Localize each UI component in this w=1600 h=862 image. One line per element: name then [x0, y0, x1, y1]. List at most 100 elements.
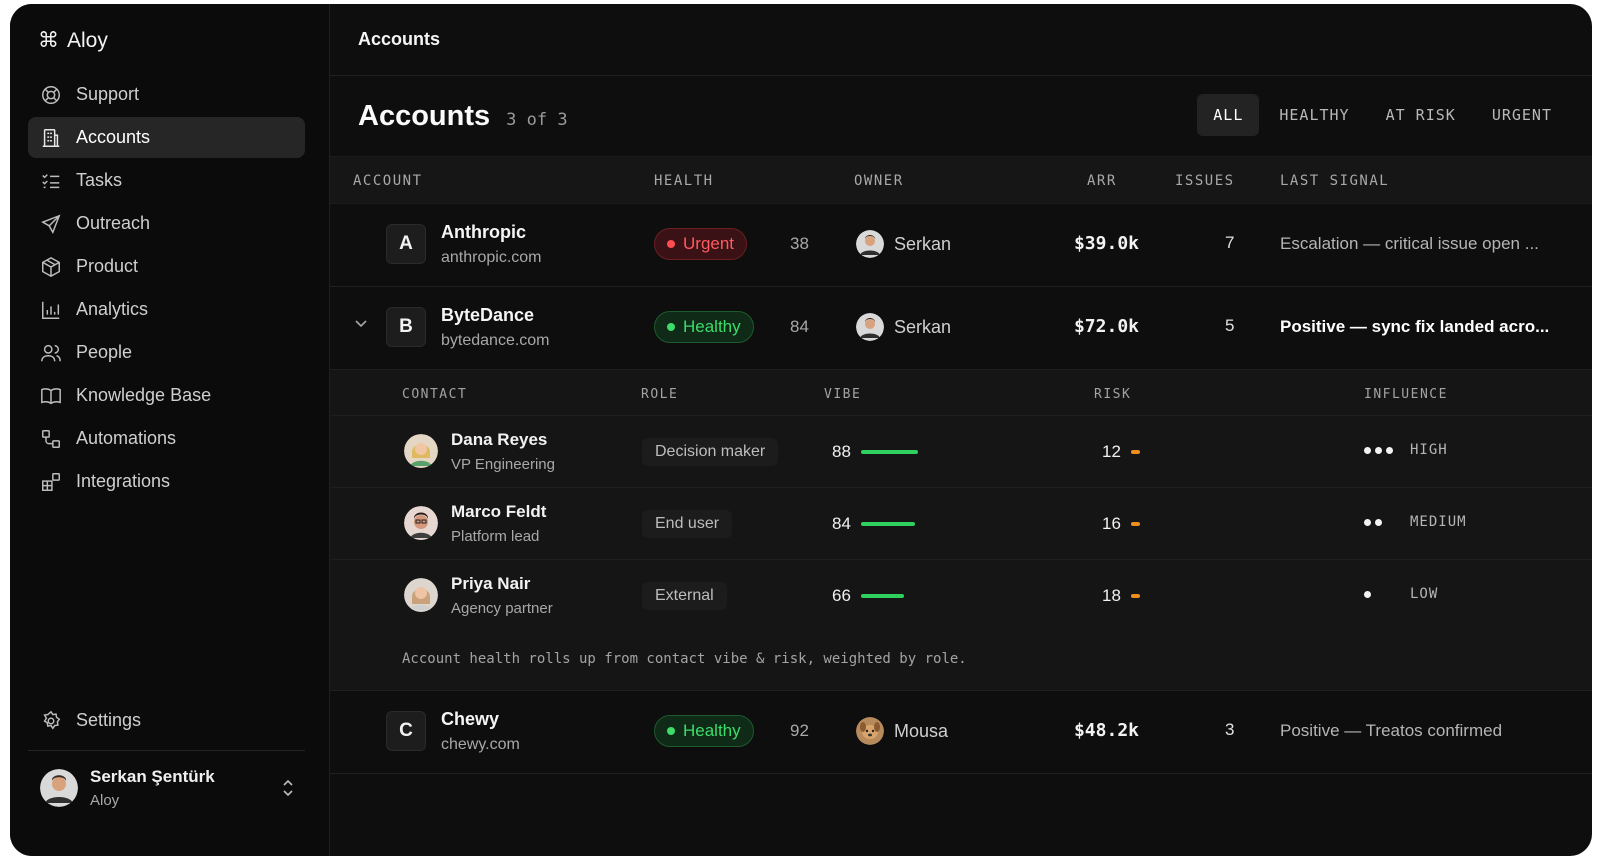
vibe-value: 88: [832, 442, 851, 461]
filter-at-risk[interactable]: AT RISK: [1385, 106, 1456, 124]
account-name: Anthropic: [441, 222, 526, 242]
app-window: ⌘ Aloy Support Accounts Tasks Outreach: [10, 4, 1592, 856]
sidebar-item-tasks[interactable]: Tasks: [28, 160, 305, 201]
lifebuoy-icon: [42, 85, 60, 104]
gear-icon: [43, 710, 61, 730]
health-label: Urgent: [683, 234, 735, 253]
last-signal: Escalation — critical issue open ...: [1280, 234, 1539, 253]
last-signal: Positive — Treatos confirmed: [1280, 721, 1503, 740]
filter-urgent[interactable]: URGENT: [1491, 106, 1552, 124]
vibe-bar: [860, 594, 904, 598]
sidebar-item-label: Accounts: [76, 127, 151, 147]
contact-title: VP Engineering: [451, 456, 555, 473]
building-icon: [42, 128, 60, 147]
vibe-bar: [860, 450, 918, 454]
contact-row[interactable]: Priya Nair Agency partner External 66 18…: [330, 560, 1592, 632]
account-initial: B: [386, 307, 426, 347]
role-tag: Decision maker: [642, 438, 779, 466]
sidebar-item-analytics[interactable]: Analytics: [28, 289, 305, 330]
role-tag: End user: [642, 510, 733, 538]
book-icon: [41, 387, 61, 404]
column-header-risk: RISK: [1094, 387, 1132, 402]
role-tag: External: [642, 582, 727, 610]
vibe-bar: [860, 522, 915, 526]
cube-icon: [42, 256, 60, 277]
avatar: [404, 434, 438, 468]
column-header-account[interactable]: ACCOUNT: [353, 173, 423, 189]
contact-name: Marco Feldt: [451, 502, 547, 521]
owner: Serkan: [856, 230, 951, 258]
sidebar-item-knowledge-base[interactable]: Knowledge Base: [28, 375, 305, 416]
sidebar: ⌘ Aloy Support Accounts Tasks Outreach: [10, 4, 330, 856]
arr-value: $48.2k: [1073, 720, 1139, 741]
sidebar-item-support[interactable]: Support: [28, 74, 305, 115]
column-header-issues[interactable]: ISSUES: [1175, 173, 1235, 189]
owner: Serkan: [856, 313, 951, 341]
table-row[interactable]: A Anthropic anthropic.com Urgent 38 Serk…: [330, 204, 1592, 287]
sidebar-item-label: Knowledge Base: [76, 385, 212, 405]
influence: HIGH: [1364, 442, 1448, 458]
column-header-owner[interactable]: OWNER: [854, 173, 904, 189]
account-name: ByteDance: [441, 305, 535, 325]
sidebar-item-label: Integrations: [76, 471, 171, 491]
vibe-value: 66: [832, 586, 851, 605]
sidebar-item-label: Settings: [76, 710, 142, 730]
filter-healthy[interactable]: HEALTHY: [1279, 106, 1350, 124]
table-row[interactable]: C Chewy chewy.com Healthy 92 Mousa $48.2…: [330, 691, 1592, 774]
influence-label: LOW: [1410, 586, 1439, 602]
account-initial: A: [386, 224, 426, 264]
table-header: ACCOUNT HEALTH OWNER ARR ISSUES LAST SIG…: [330, 156, 1592, 204]
risk-value: 16: [1102, 514, 1121, 533]
risk-bar: [1130, 594, 1140, 598]
chevrons-up-down-icon[interactable]: [281, 779, 295, 797]
brand[interactable]: ⌘ Aloy: [38, 28, 108, 53]
user-name: Serkan Şentürk: [90, 767, 215, 786]
column-header-health[interactable]: HEALTH: [654, 173, 714, 189]
risk-score: 16: [1102, 514, 1140, 534]
health-label: Healthy: [683, 721, 741, 740]
influence: MEDIUM: [1364, 514, 1467, 530]
filter-all[interactable]: ALL: [1197, 94, 1260, 136]
arr-value: $72.0k: [1073, 316, 1139, 337]
vibe-score: 84: [832, 514, 915, 534]
chevron-down-icon[interactable]: [354, 319, 368, 329]
contact-row[interactable]: Dana Reyes VP Engineering Decision maker…: [330, 416, 1592, 488]
vibe-score: 88: [832, 442, 918, 462]
contact-name: Dana Reyes: [451, 430, 548, 449]
contact-row[interactable]: Marco Feldt Platform lead End user 84 16…: [330, 488, 1592, 560]
filter-tabs: ALL HEALTHY AT RISK URGENT: [1197, 94, 1568, 136]
sidebar-item-automations[interactable]: Automations: [28, 418, 305, 459]
page-header: Accounts 3 of 3 ALL HEALTHY AT RISK URGE…: [330, 76, 1592, 156]
influence-dots-icon: [1364, 446, 1398, 454]
sidebar-item-people[interactable]: People: [28, 332, 305, 373]
contact-name: Priya Nair: [451, 574, 531, 593]
column-header-vibe: VIBE: [824, 387, 862, 402]
table-row[interactable]: B ByteDance bytedance.com Healthy 84 Ser…: [330, 287, 1592, 370]
avatar: [856, 313, 884, 341]
column-header-last-signal[interactable]: LAST SIGNAL: [1280, 173, 1390, 189]
influence-dots-icon: [1364, 590, 1398, 598]
influence-label: MEDIUM: [1410, 514, 1467, 530]
sidebar-item-label: Tasks: [76, 170, 123, 190]
sidebar-item-integrations[interactable]: Integrations: [28, 461, 305, 502]
last-signal: Positive — sync fix landed acro...: [1280, 317, 1550, 336]
app-name: Aloy: [67, 28, 108, 52]
risk-bar: [1130, 522, 1140, 526]
column-header-contact: CONTACT: [402, 387, 468, 402]
sidebar-item-accounts[interactable]: Accounts: [28, 117, 305, 158]
sidebar-item-label: Outreach: [76, 213, 151, 233]
user-menu[interactable]: Serkan Şentürk Aloy: [28, 750, 305, 809]
health-rollup-note: Account health rolls up from contact vib…: [402, 651, 967, 667]
avatar: [404, 578, 438, 612]
sidebar-item-product[interactable]: Product: [28, 246, 305, 287]
sidebar-item-outreach[interactable]: Outreach: [28, 203, 305, 244]
sidebar-item-settings[interactable]: Settings: [28, 700, 305, 741]
account-domain: chewy.com: [441, 736, 520, 753]
influence-label: HIGH: [1410, 442, 1448, 458]
result-count: 3 of 3: [506, 110, 568, 130]
column-header-arr[interactable]: ARR: [1087, 173, 1117, 189]
checklist-icon: [42, 173, 60, 188]
vibe-score: 66: [832, 586, 904, 606]
sidebar-item-label: Automations: [76, 428, 177, 448]
influence: LOW: [1364, 586, 1438, 602]
